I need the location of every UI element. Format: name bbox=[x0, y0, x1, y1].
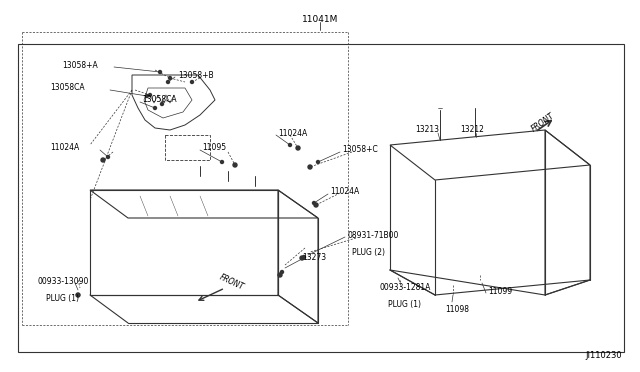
Circle shape bbox=[154, 106, 157, 109]
Text: FRONT: FRONT bbox=[530, 111, 556, 133]
Text: 13058CA: 13058CA bbox=[50, 83, 84, 93]
Text: PLUG (2): PLUG (2) bbox=[352, 247, 385, 257]
Circle shape bbox=[106, 155, 109, 158]
Text: 11099: 11099 bbox=[488, 288, 512, 296]
Text: 13058CA: 13058CA bbox=[142, 96, 177, 105]
Circle shape bbox=[278, 273, 282, 277]
Circle shape bbox=[76, 293, 80, 297]
Circle shape bbox=[191, 80, 193, 83]
Text: 11024A: 11024A bbox=[278, 128, 307, 138]
Text: 13273: 13273 bbox=[302, 253, 326, 263]
Text: 13212: 13212 bbox=[460, 125, 484, 135]
Text: 11041M: 11041M bbox=[302, 15, 338, 24]
Text: FRONT: FRONT bbox=[218, 272, 245, 292]
Text: PLUG (1): PLUG (1) bbox=[46, 294, 79, 302]
Circle shape bbox=[77, 294, 79, 296]
Text: 11098: 11098 bbox=[445, 305, 469, 314]
Circle shape bbox=[221, 160, 223, 164]
Circle shape bbox=[314, 203, 318, 207]
Text: 08931-71B00: 08931-71B00 bbox=[348, 231, 399, 240]
Text: 13058+C: 13058+C bbox=[342, 145, 378, 154]
Bar bbox=[18, 44, 624, 352]
Text: 13213: 13213 bbox=[415, 125, 439, 135]
Text: 13058+A: 13058+A bbox=[62, 61, 98, 70]
Circle shape bbox=[161, 103, 163, 106]
Circle shape bbox=[289, 144, 291, 147]
Circle shape bbox=[148, 93, 152, 96]
Circle shape bbox=[308, 165, 312, 169]
Text: PLUG (1): PLUG (1) bbox=[388, 301, 421, 310]
Circle shape bbox=[312, 202, 316, 205]
Text: 11024A: 11024A bbox=[50, 144, 79, 153]
Circle shape bbox=[166, 80, 170, 83]
Text: 11024A: 11024A bbox=[330, 187, 359, 196]
Circle shape bbox=[159, 71, 161, 74]
Text: 13058+B: 13058+B bbox=[178, 71, 214, 80]
Circle shape bbox=[303, 256, 305, 259]
Text: JI110230: JI110230 bbox=[586, 351, 622, 360]
Circle shape bbox=[101, 158, 105, 162]
Circle shape bbox=[300, 256, 304, 260]
Text: 11095: 11095 bbox=[202, 144, 226, 153]
Circle shape bbox=[145, 94, 148, 97]
Circle shape bbox=[296, 146, 300, 150]
Text: 00933-1281A: 00933-1281A bbox=[380, 283, 431, 292]
Circle shape bbox=[168, 77, 172, 80]
Text: 00933-13090: 00933-13090 bbox=[38, 278, 90, 286]
Circle shape bbox=[233, 163, 237, 167]
Circle shape bbox=[317, 160, 319, 164]
Circle shape bbox=[280, 270, 284, 273]
